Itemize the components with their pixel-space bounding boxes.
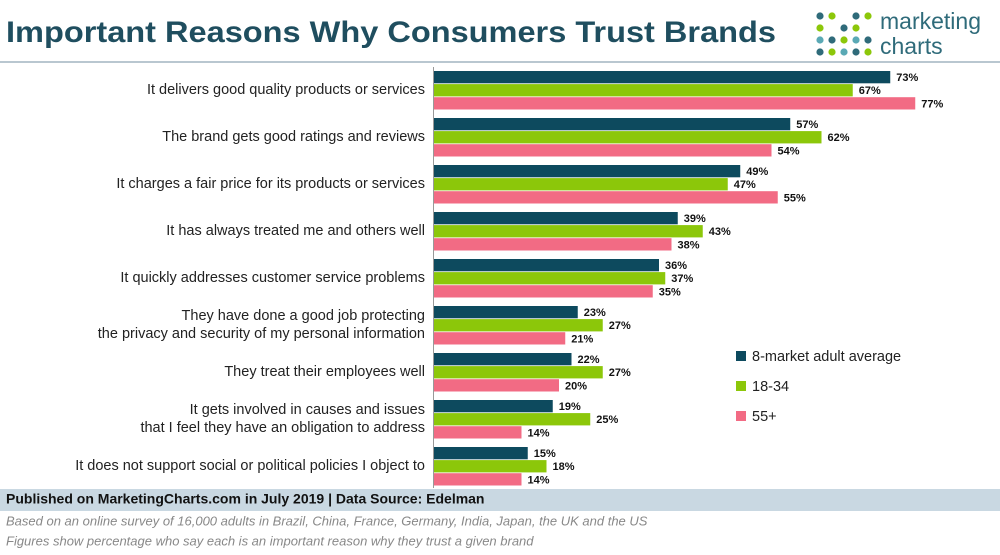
value-label: 73% (896, 72, 918, 84)
bar (434, 238, 672, 251)
chart-title: Important Reasons Why Consumers Trust Br… (6, 16, 776, 49)
logo-dot (816, 12, 824, 20)
footer-band (0, 489, 1000, 511)
bar (434, 212, 678, 225)
logo-dot (828, 36, 836, 44)
legend-label: 8-market adult average (752, 349, 901, 365)
legend-swatch (736, 351, 746, 361)
bar (434, 259, 659, 272)
legend-label: 55+ (752, 409, 777, 425)
value-label: 62% (828, 132, 850, 144)
value-label: 35% (659, 286, 681, 298)
bar (434, 225, 703, 238)
value-label: 27% (609, 320, 631, 332)
category-label: It delivers good quality products or ser… (146, 82, 425, 99)
value-label: 14% (528, 474, 550, 486)
category-label: It has always treated me and others well (166, 223, 425, 240)
bar (434, 191, 778, 204)
bar (434, 178, 728, 191)
category-label: They treat their employees well (224, 364, 425, 381)
logo-dot (864, 36, 872, 44)
value-label: 37% (671, 273, 693, 285)
logo-dot (840, 24, 848, 32)
value-label: 47% (734, 179, 756, 191)
bar (434, 131, 822, 144)
legend-swatch (736, 411, 746, 421)
value-label: 77% (921, 98, 943, 110)
value-label: 15% (534, 448, 556, 460)
note: Based on an online survey of 16,000 adul… (6, 513, 648, 528)
bar (434, 447, 528, 460)
bar (434, 366, 603, 379)
category-label: It quickly addresses customer service pr… (120, 270, 425, 287)
logo-dot (864, 12, 872, 20)
category-label: It charges a fair price for its products… (116, 176, 425, 193)
logo-dot (864, 48, 872, 56)
bar (434, 272, 666, 285)
bar (434, 460, 547, 473)
logo-dot (816, 24, 824, 32)
bar (434, 379, 559, 392)
category-label: The brand gets good ratings and reviews (162, 129, 425, 146)
bar (434, 319, 603, 332)
value-label: 57% (796, 119, 818, 131)
bar (434, 118, 791, 131)
value-label: 21% (571, 333, 593, 345)
value-label: 19% (559, 401, 581, 413)
value-label: 18% (553, 461, 575, 473)
legend-label: 18-34 (752, 379, 789, 395)
bar (434, 97, 916, 110)
logo-text: charts (880, 33, 943, 59)
bar (434, 332, 566, 345)
bar (434, 144, 772, 157)
value-label: 20% (565, 380, 587, 392)
bar (434, 400, 553, 413)
bar (434, 473, 522, 486)
logo-dot (828, 48, 836, 56)
note: Figures show percentage who say each is … (6, 533, 534, 548)
logo-dot (816, 48, 824, 56)
bar (434, 165, 741, 178)
value-label: 22% (578, 354, 600, 366)
value-label: 39% (684, 213, 706, 225)
value-label: 54% (778, 145, 800, 157)
bar (434, 84, 853, 97)
logo-dot (852, 24, 860, 32)
logo-dot (816, 36, 824, 44)
category-label: It does not support social or political … (75, 458, 425, 475)
bar (434, 306, 578, 319)
logo-dot (840, 36, 848, 44)
value-label: 25% (596, 414, 618, 426)
category-label: It gets involved in causes and issues th… (140, 402, 425, 437)
value-label: 43% (709, 226, 731, 238)
value-label: 67% (859, 85, 881, 97)
logo-dot (852, 36, 860, 44)
bar (434, 426, 522, 439)
bar (434, 353, 572, 366)
category-label: They have done a good job protecting the… (97, 308, 425, 343)
logo-dot (852, 48, 860, 56)
logo-dot (852, 12, 860, 20)
value-label: 23% (584, 307, 606, 319)
value-label: 49% (746, 166, 768, 178)
logo-dot (840, 48, 848, 56)
value-label: 38% (678, 239, 700, 251)
value-label: 55% (784, 192, 806, 204)
bar (434, 413, 591, 426)
header-rule (0, 61, 1000, 63)
legend-swatch (736, 381, 746, 391)
logo-text: marketing (880, 8, 981, 34)
bar (434, 71, 891, 84)
source: Published on MarketingCharts.com in July… (6, 491, 485, 507)
value-label: 27% (609, 367, 631, 379)
value-label: 36% (665, 260, 687, 272)
value-label: 14% (528, 427, 550, 439)
bar (434, 285, 653, 298)
logo-dot (828, 12, 836, 20)
